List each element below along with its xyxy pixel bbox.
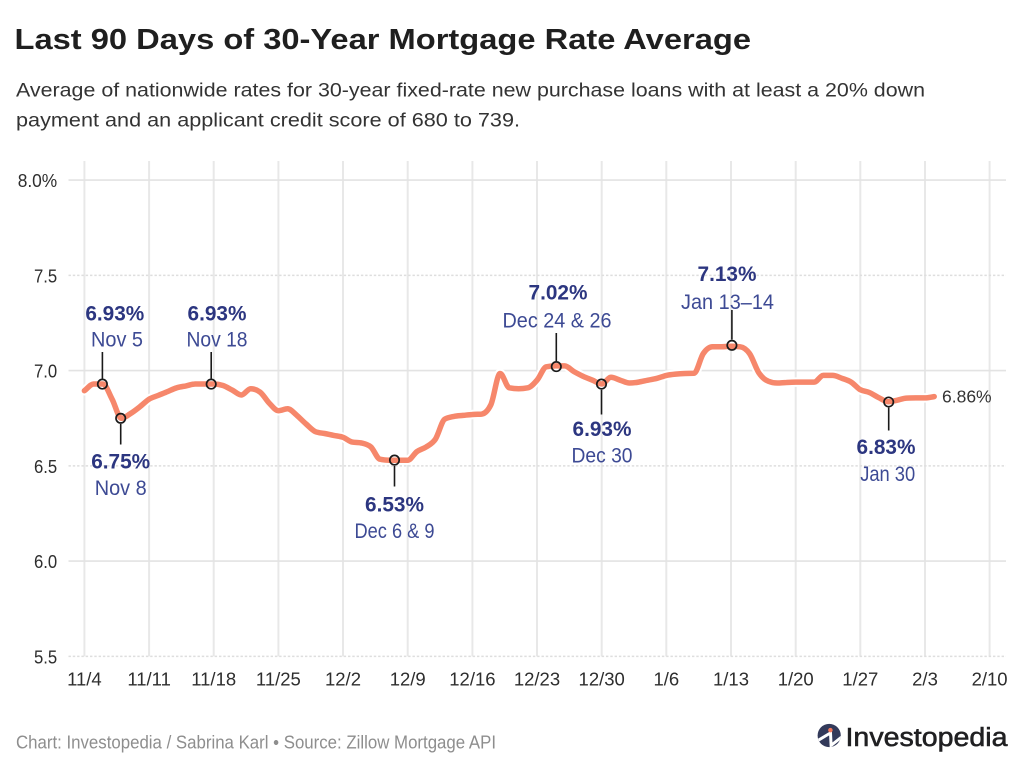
- svg-text:1/27: 1/27: [842, 668, 878, 689]
- svg-text:6.93%: 6.93%: [573, 418, 632, 441]
- svg-text:6.93%: 6.93%: [85, 302, 144, 325]
- svg-text:12/2: 12/2: [325, 668, 361, 689]
- svg-text:Dec 6 & 9: Dec 6 & 9: [355, 520, 435, 543]
- svg-text:6.83%: 6.83%: [857, 436, 916, 459]
- svg-text:Chart: Investopedia / Sabrina: Chart: Investopedia / Sabrina Karl • Sou…: [16, 733, 496, 753]
- svg-text:7.02%: 7.02%: [529, 281, 588, 304]
- svg-text:Dec 30: Dec 30: [572, 444, 633, 467]
- svg-text:6.75%: 6.75%: [91, 450, 150, 473]
- svg-text:8.0%: 8.0%: [18, 170, 58, 191]
- svg-text:11/18: 11/18: [191, 668, 236, 689]
- svg-text:Last 90 Days of 30-Year Mortga: Last 90 Days of 30-Year Mortgage Rate Av…: [15, 24, 752, 56]
- svg-text:11/25: 11/25: [256, 668, 301, 689]
- svg-text:12/30: 12/30: [579, 668, 625, 689]
- svg-text:Jan 30: Jan 30: [860, 463, 915, 486]
- svg-text:Jan 13–14: Jan 13–14: [681, 291, 774, 314]
- svg-text:6.86%: 6.86%: [942, 386, 992, 406]
- svg-text:5.5: 5.5: [34, 646, 57, 667]
- svg-text:2/10: 2/10: [972, 668, 1008, 689]
- svg-text:1/20: 1/20: [778, 668, 814, 689]
- svg-text:Investopedia: Investopedia: [846, 724, 1009, 752]
- svg-text:6.0: 6.0: [34, 551, 57, 572]
- svg-text:7.13%: 7.13%: [698, 263, 757, 286]
- svg-text:7.5: 7.5: [34, 265, 57, 286]
- svg-text:6.93%: 6.93%: [188, 302, 247, 325]
- svg-text:12/16: 12/16: [449, 668, 495, 689]
- svg-text:Nov 18: Nov 18: [187, 329, 248, 352]
- svg-text:payment and an applicant credi: payment and an applicant credit score of…: [16, 110, 520, 132]
- svg-text:Dec 24 & 26: Dec 24 & 26: [503, 309, 612, 332]
- svg-text:1/13: 1/13: [713, 668, 749, 689]
- svg-text:12/23: 12/23: [514, 668, 560, 689]
- svg-text:Nov 5: Nov 5: [91, 329, 143, 352]
- svg-text:6.53%: 6.53%: [365, 493, 424, 516]
- svg-text:7.0: 7.0: [34, 361, 57, 382]
- svg-text:Nov 8: Nov 8: [95, 477, 147, 500]
- svg-text:11/11: 11/11: [127, 668, 171, 689]
- svg-text:Average of nationwide rates fo: Average of nationwide rates for 30-year …: [16, 80, 925, 102]
- svg-text:6.5: 6.5: [34, 456, 57, 477]
- svg-text:12/9: 12/9: [390, 668, 426, 689]
- svg-text:2/3: 2/3: [912, 668, 938, 689]
- svg-text:11/4: 11/4: [67, 668, 102, 689]
- svg-text:1/6: 1/6: [653, 668, 679, 689]
